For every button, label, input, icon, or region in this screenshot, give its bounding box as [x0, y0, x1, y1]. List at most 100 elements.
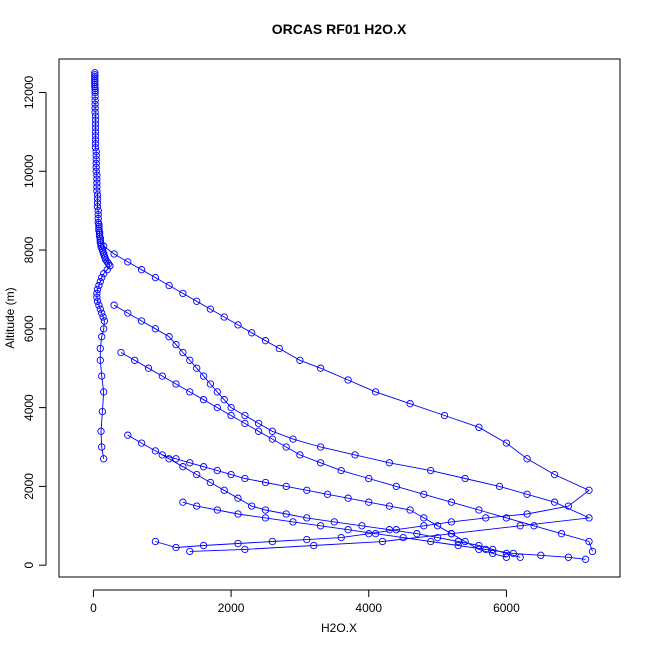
data-point: [98, 372, 106, 380]
data-point: [186, 547, 194, 556]
data-point: [199, 463, 208, 471]
data-point: [399, 533, 407, 542]
data-point: [91, 140, 100, 148]
data-point: [530, 522, 538, 530]
data-point: [220, 313, 228, 321]
data-point: [378, 537, 387, 546]
data-point: [248, 502, 256, 510]
data-point: [117, 348, 125, 357]
data-point: [91, 84, 99, 93]
data-point: [261, 514, 270, 522]
data-point: [91, 92, 99, 101]
data-point: [482, 545, 490, 554]
y-tick-label: 10000: [22, 154, 36, 188]
data-point: [93, 187, 101, 195]
data-point: [179, 289, 187, 298]
data-point: [371, 530, 380, 538]
data-point: [337, 466, 345, 475]
data-point: [93, 297, 102, 305]
data-point: [124, 431, 132, 439]
data-point: [92, 167, 100, 175]
data-point: [94, 207, 102, 215]
data-point: [282, 482, 290, 491]
data-point: [227, 411, 235, 420]
data-point: [241, 545, 249, 554]
data-point: [193, 470, 201, 479]
data-point: [100, 455, 108, 463]
data-point: [516, 522, 524, 530]
data-point: [254, 419, 263, 428]
series-line-6: [162, 454, 507, 558]
data-point: [588, 547, 597, 556]
data-point: [330, 518, 338, 526]
data-point: [179, 348, 187, 357]
data-point: [316, 522, 325, 530]
data-point: [97, 427, 105, 435]
data-point: [93, 195, 102, 203]
data-point: [523, 510, 531, 518]
data-point: [96, 356, 104, 364]
data-point: [234, 321, 242, 329]
data-point: [91, 104, 99, 112]
data-point: [261, 478, 270, 487]
data-point: [186, 459, 194, 467]
data-point: [420, 490, 428, 498]
data-point: [227, 470, 235, 479]
data-point: [92, 151, 100, 160]
data-point: [92, 159, 100, 168]
data-point: [91, 100, 99, 108]
data-point: [92, 155, 100, 164]
data-point: [282, 510, 290, 518]
data-point: [91, 124, 100, 132]
y-axis: 0 2000 4000 6000 8000 10000 12000: [22, 75, 47, 569]
data-point: [261, 506, 270, 514]
chart-title: ORCAS RF01 H2O.X: [272, 21, 407, 37]
data-point: [213, 388, 221, 396]
plot-frame: [58, 58, 621, 578]
data-point: [241, 411, 249, 420]
data-point: [213, 403, 221, 412]
data-point: [585, 514, 593, 522]
data-point: [282, 443, 290, 451]
data-point: [550, 470, 559, 479]
data-point: [93, 175, 101, 183]
data-point: [199, 372, 208, 380]
data-point: [296, 451, 304, 459]
data-point: [151, 325, 160, 333]
data-point: [100, 325, 108, 333]
data-point: [365, 474, 373, 483]
data-point: [220, 396, 228, 404]
data-point: [93, 199, 102, 207]
series-line-1: [96, 265, 111, 459]
data-point: [550, 498, 559, 506]
data-point: [98, 273, 106, 282]
data-point: [93, 203, 102, 211]
data-point: [165, 333, 173, 341]
data-point: [310, 541, 318, 550]
data-point: [158, 372, 166, 380]
data-point: [495, 482, 504, 491]
data-point: [303, 514, 311, 522]
data-point: [91, 96, 99, 105]
data-point: [98, 443, 106, 451]
data-point: [91, 77, 99, 85]
data-point: [100, 270, 108, 278]
data-point: [96, 305, 104, 313]
data-point: [91, 73, 99, 81]
data-point: [94, 210, 102, 219]
data-point: [137, 266, 146, 274]
data-point: [92, 147, 100, 156]
data-point: [172, 455, 180, 463]
data-point: [91, 75, 99, 83]
data-point: [585, 486, 593, 494]
data-point: [447, 530, 456, 538]
data-point: [303, 486, 311, 494]
data-point: [385, 526, 394, 534]
data-point: [475, 423, 483, 431]
data-point: [447, 498, 456, 506]
data-point: [385, 502, 394, 510]
data-point: [316, 459, 325, 467]
y-tick-label: 6000: [22, 315, 36, 342]
data-point: [199, 541, 208, 550]
data-point: [91, 108, 99, 116]
